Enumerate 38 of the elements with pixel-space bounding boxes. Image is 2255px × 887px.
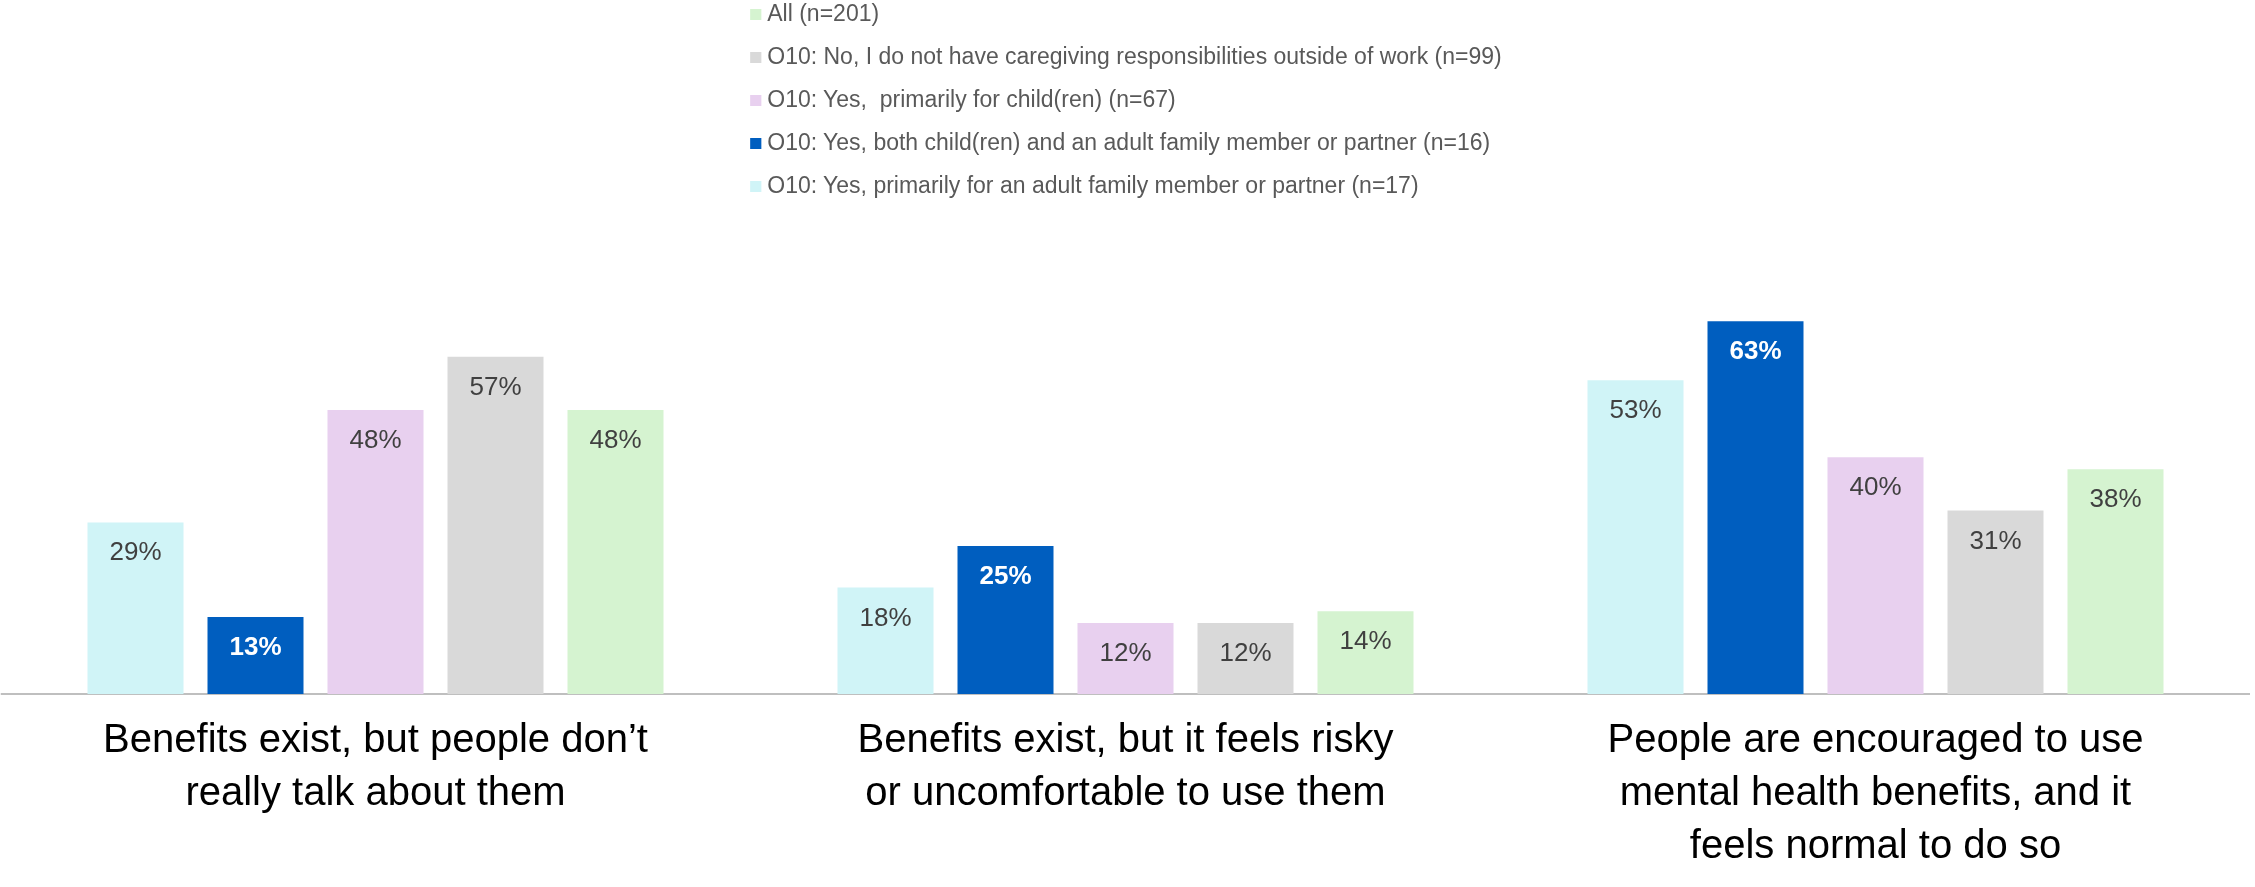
legend-label: All (n=201) [767, 0, 880, 27]
bar [447, 356, 544, 695]
bar [2067, 469, 2164, 695]
data-label: 48% [589, 423, 642, 454]
bar [1197, 623, 1294, 695]
data-label: 14% [1339, 625, 1392, 656]
bar [1587, 380, 1684, 695]
data-label: 63% [1729, 335, 1782, 366]
x-tick-label: People are encouraged to use mental health benefits, and it feels normal to do so [1607, 716, 2144, 866]
data-label: 40% [1849, 471, 1902, 502]
data-label: 38% [2089, 483, 2142, 514]
legend-label: O10: No, I do not have caregiving responsibilities outside of work (n=99) [767, 43, 1502, 70]
legend-label: O10: Yes, primarily for child(ren) (n=67) [767, 86, 1176, 113]
data-label: 12% [1219, 637, 1272, 668]
data-label: 29% [109, 536, 162, 567]
data-label: 48% [349, 423, 402, 454]
bar [1077, 623, 1174, 695]
bar [1947, 510, 2044, 695]
data-label: 25% [979, 560, 1032, 591]
data-label: 57% [469, 370, 522, 401]
bar [87, 522, 184, 695]
bar [1827, 457, 1924, 695]
bar [957, 546, 1054, 695]
legend-label: O10: Yes, both child(ren) and an adult family member or partner (n=16) [767, 129, 1491, 156]
bar [1707, 321, 1804, 695]
data-label: 31% [1969, 524, 2022, 555]
bar [327, 409, 424, 695]
bar [567, 409, 664, 695]
legend-label: O10: Yes, primarily for an adult family member or partner (n=17) [767, 172, 1419, 199]
data-label: 53% [1609, 394, 1662, 425]
bar [1317, 611, 1414, 695]
data-label: 12% [1099, 637, 1152, 668]
x-tick-label: Benefits exist, but it feels risky or uncomfortable to use them [857, 716, 1394, 813]
x-tick-label: Benefits exist, but people don’t really talk about them [103, 716, 648, 813]
data-label: 18% [859, 601, 912, 632]
bar [207, 617, 304, 695]
data-label: 13% [229, 631, 282, 662]
bar [837, 587, 934, 695]
